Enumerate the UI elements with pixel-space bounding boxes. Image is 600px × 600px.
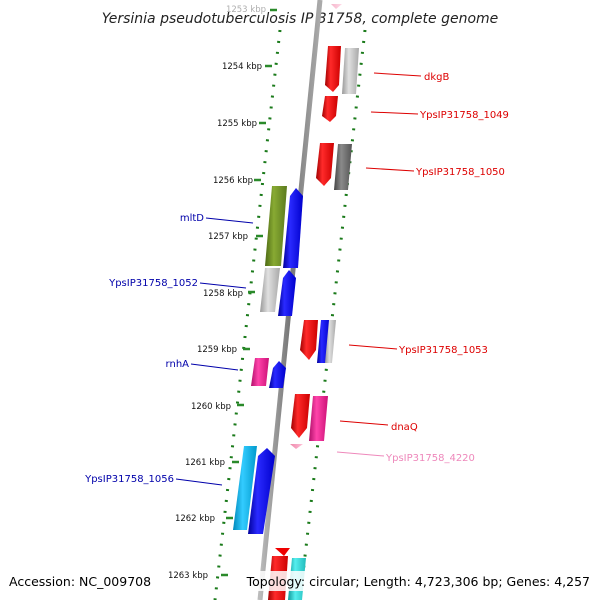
inner-guide-track xyxy=(213,29,282,600)
gene-label-1050[interactable]: YpsIP31758_1050 xyxy=(415,167,505,178)
outer-guide-track xyxy=(298,29,367,600)
gene-1053 xyxy=(300,320,318,360)
reverse-gene-labels: mltD YpsIP31758_1052 rnhA YpsIP31758_105… xyxy=(84,213,254,486)
gene-label-4220[interactable]: YpsIP31758_4220 xyxy=(385,453,475,464)
ruler-label: 1263 kbp xyxy=(168,571,208,581)
ruler-label: 1256 kbp xyxy=(213,176,253,186)
gene-label-1056[interactable]: YpsIP31758_1056 xyxy=(84,474,174,485)
ruler-label: 1259 kbp xyxy=(197,345,237,355)
leader-line xyxy=(373,72,422,77)
gene-mltD xyxy=(265,186,287,266)
forward-gene-labels: dkgB YpsIP31758_1049 YpsIP31758_1050 Yps… xyxy=(336,72,509,464)
gene-mltD-partner xyxy=(283,188,303,268)
leader-line xyxy=(370,111,419,115)
reverse-genes xyxy=(233,186,303,534)
gene-rnhA xyxy=(269,361,286,388)
ruler-ticks xyxy=(221,8,277,577)
ruler-label: 1261 kbp xyxy=(185,458,225,468)
gene-1050 xyxy=(316,143,334,186)
gene-rnhA-partner xyxy=(251,358,269,386)
footer-accession-bg xyxy=(4,571,150,591)
ruler-label: 1262 kbp xyxy=(175,514,215,524)
gene-dnaQ-partner xyxy=(309,396,328,441)
topology-text: Topology: circular; Length: 4,723,306 bp… xyxy=(246,574,590,589)
gene-dkgB xyxy=(325,46,341,92)
leader-line xyxy=(348,344,398,350)
gene-bottom-a xyxy=(275,548,290,556)
gene-1056-a xyxy=(233,446,257,530)
leader-line xyxy=(175,478,223,486)
gene-1049 xyxy=(322,96,338,122)
gene-label-mltD[interactable]: mltD xyxy=(180,213,204,224)
ruler-label: 1258 kbp xyxy=(203,289,243,299)
ruler-label: 1257 kbp xyxy=(208,232,248,242)
gene-top-partial xyxy=(331,4,342,9)
leader-line xyxy=(190,363,239,371)
gene-1052 xyxy=(260,268,280,312)
gene-label-dkgB[interactable]: dkgB xyxy=(424,72,449,83)
ruler-label: 1254 kbp xyxy=(222,62,262,72)
leader-line xyxy=(339,420,389,426)
gene-1050-partner xyxy=(334,144,352,190)
ruler-label: 1253 kbp xyxy=(226,5,266,15)
leader-line xyxy=(336,451,385,457)
gene-dnaQ xyxy=(291,394,310,438)
gene-1052-partner xyxy=(278,270,296,316)
gene-label-1053[interactable]: YpsIP31758_1053 xyxy=(398,345,488,356)
gene-4220 xyxy=(290,444,303,449)
leader-line xyxy=(365,167,415,172)
accession-text: Accession: NC_009708 xyxy=(9,574,151,589)
footer-topology-bg xyxy=(257,571,595,591)
leader-line xyxy=(205,217,254,224)
gene-1056-b xyxy=(248,448,275,534)
map-title: Yersinia pseudotuberculosis IP 31758, co… xyxy=(102,11,499,27)
ruler-label: 1255 kbp xyxy=(217,119,257,129)
leader-line xyxy=(199,282,247,289)
gene-label-rnhA[interactable]: rnhA xyxy=(166,359,190,370)
gene-label-dnaQ[interactable]: dnaQ xyxy=(391,422,418,433)
gene-label-1052[interactable]: YpsIP31758_1052 xyxy=(108,278,198,289)
gene-1053-partner-b xyxy=(325,320,336,363)
gene-label-1049[interactable]: YpsIP31758_1049 xyxy=(419,110,509,121)
ruler-label: 1260 kbp xyxy=(191,402,231,412)
gene-dkgB-partner xyxy=(342,48,359,94)
